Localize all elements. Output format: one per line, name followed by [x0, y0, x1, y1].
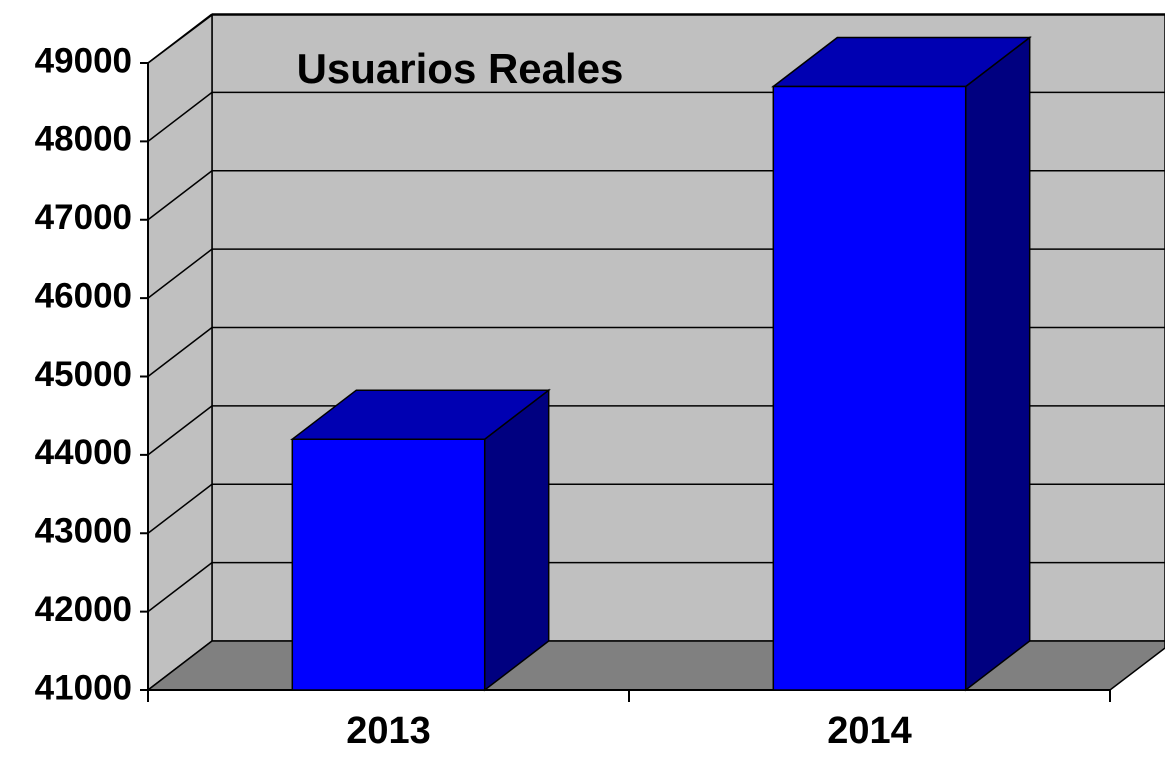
bar: [771, 35, 1032, 692]
grid-line: [147, 405, 213, 456]
y-tick-label: 47000: [35, 198, 132, 237]
grid-line: [147, 13, 213, 64]
y-tick-label: 48000: [35, 120, 132, 159]
grid-line: [147, 170, 213, 221]
y-tick-label: 42000: [35, 590, 132, 629]
chart-title: Usuarios Reales: [297, 45, 624, 92]
bar: [290, 388, 551, 692]
grid-line: [147, 562, 213, 613]
bar-front: [291, 438, 486, 691]
grid-line: [147, 248, 213, 299]
y-tick-label: 46000: [35, 276, 132, 315]
grid-line: [147, 91, 213, 142]
y-tick-label: 49000: [35, 41, 132, 80]
grid-line: [147, 483, 213, 534]
bar-side: [964, 35, 1031, 692]
x-tick-label: 2013: [346, 710, 431, 752]
y-tick-label: 41000: [35, 668, 132, 707]
bar-front: [772, 85, 967, 691]
y-tick-label: 44000: [35, 433, 132, 472]
grid-line: [147, 326, 213, 378]
bar-side: [483, 388, 550, 692]
x-tick-label: 2014: [827, 710, 912, 752]
y-tick-label: 43000: [35, 512, 132, 551]
y-tick-label: 45000: [35, 355, 132, 394]
